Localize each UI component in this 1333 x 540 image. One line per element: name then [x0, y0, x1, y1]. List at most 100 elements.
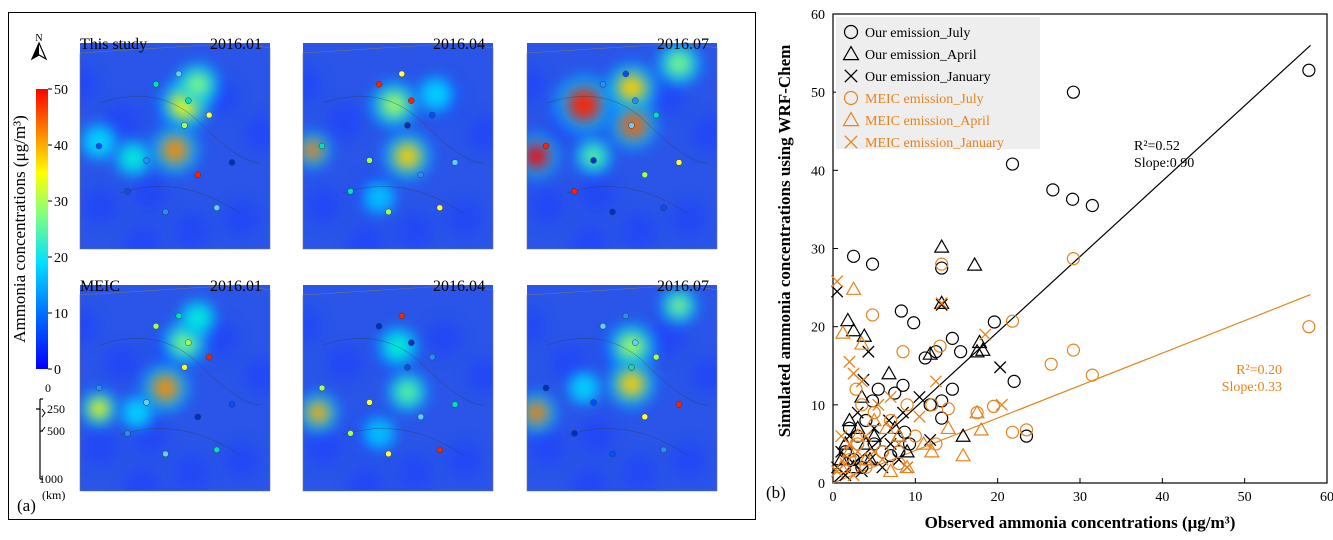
data-point — [859, 429, 873, 443]
data-point — [1066, 343, 1081, 357]
data-point — [933, 295, 950, 309]
data-point — [935, 297, 948, 310]
data-point — [969, 404, 986, 419]
data-point — [845, 322, 862, 337]
map-this-study-3: 2016.07 — [526, 36, 718, 250]
north-arrow-icon — [30, 41, 48, 61]
map-row-label: This study — [80, 36, 147, 53]
data-point — [833, 459, 850, 474]
legend-marker — [842, 45, 860, 61]
data-point — [884, 449, 898, 463]
panel-a-label: (a) — [17, 496, 36, 515]
data-point — [1019, 423, 1034, 437]
data-point — [866, 412, 883, 427]
data-point — [843, 355, 856, 369]
data-point — [896, 345, 910, 359]
map-meic-2: 2016.04 — [302, 278, 494, 492]
data-point — [955, 427, 972, 442]
colorbar-tick: 10 — [54, 307, 68, 322]
data-point — [834, 324, 851, 339]
data-point — [871, 382, 885, 396]
legend-box — [836, 17, 1040, 149]
data-point — [915, 435, 932, 450]
colorbar-tick: 0 — [54, 363, 61, 378]
data-point — [955, 447, 972, 462]
y-tick-label: 30 — [811, 243, 825, 258]
fit-slope-label: Slope:0.90 — [1134, 156, 1194, 171]
legend-label: Our emission_July — [865, 26, 970, 41]
data-point — [855, 460, 869, 474]
data-point — [925, 398, 939, 412]
data-point — [872, 398, 885, 411]
data-point — [846, 249, 861, 263]
series-4 — [833, 281, 990, 478]
data-point — [935, 261, 949, 275]
colorbar-tick: 40 — [54, 139, 68, 154]
data-point — [845, 281, 862, 295]
data-point — [878, 420, 895, 435]
data-point — [1302, 63, 1316, 77]
data-point — [851, 406, 864, 419]
map-date-label: 2016.04 — [433, 278, 485, 295]
series-5 — [830, 275, 1008, 482]
data-point — [1005, 314, 1020, 328]
scale-tick-250: 250 — [47, 402, 65, 416]
data-point — [913, 410, 926, 423]
map-panel-svg: N 50 40 30 20 10 0 Ammonia concentrations (μg… — [10, 33, 718, 515]
map-date-label: 2016.07 — [657, 36, 709, 53]
data-point — [890, 427, 907, 442]
data-point — [899, 459, 916, 474]
colorbar-tick: 30 — [54, 195, 68, 210]
data-point — [945, 382, 959, 396]
legend-marker — [842, 111, 860, 127]
data-point — [892, 437, 906, 451]
scale-tick-500: 500 — [47, 424, 65, 438]
data-point — [1065, 192, 1080, 206]
data-point — [849, 420, 866, 435]
data-point — [1005, 425, 1020, 439]
legend-marker — [843, 90, 859, 106]
fit-line — [832, 294, 1311, 484]
data-point — [979, 328, 992, 341]
y-tick-label: 60 — [811, 8, 825, 23]
y-tick-label: 20 — [811, 321, 825, 336]
colorbar — [36, 89, 48, 369]
legend-label: MEIC emission_July — [865, 92, 984, 107]
data-point — [833, 451, 850, 466]
data-point — [842, 421, 857, 435]
data-point — [969, 343, 986, 358]
y-tick-label: 50 — [811, 86, 825, 101]
fit-r2-label: R²=0.20 — [1236, 363, 1282, 378]
data-point — [855, 375, 868, 388]
data-point — [859, 460, 873, 474]
data-point — [867, 406, 881, 420]
data-point — [865, 257, 880, 271]
x-axis-label: Observed ammonia concentrations (μg/m³) — [925, 513, 1236, 532]
colorbar-tick: 20 — [54, 251, 68, 266]
data-point — [1085, 198, 1099, 213]
data-point — [847, 469, 860, 482]
data-point — [929, 375, 943, 388]
legend-label: Our emission_April — [865, 48, 977, 63]
data-point — [846, 452, 861, 467]
data-point — [923, 433, 937, 447]
scale-unit: (km) — [42, 488, 65, 502]
fit-slope-label: Slope:0.33 — [1222, 380, 1282, 395]
y-tick-label: 10 — [811, 399, 825, 414]
data-point — [894, 304, 908, 318]
map-this-study-2: 2016.04 — [302, 36, 494, 250]
data-point — [907, 316, 921, 330]
x-tick-label: 30 — [1073, 490, 1087, 505]
x-tick-label: 60 — [1320, 490, 1333, 505]
data-point — [884, 413, 898, 428]
data-point — [830, 285, 844, 298]
data-point — [1066, 85, 1081, 99]
data-point — [896, 378, 910, 392]
data-point — [857, 435, 874, 450]
data-point — [1066, 252, 1081, 266]
scale-tick-1000: 1000 — [39, 472, 63, 486]
data-point — [857, 451, 874, 466]
data-point — [1085, 368, 1099, 382]
data-point — [918, 351, 932, 365]
data-point — [853, 388, 870, 403]
